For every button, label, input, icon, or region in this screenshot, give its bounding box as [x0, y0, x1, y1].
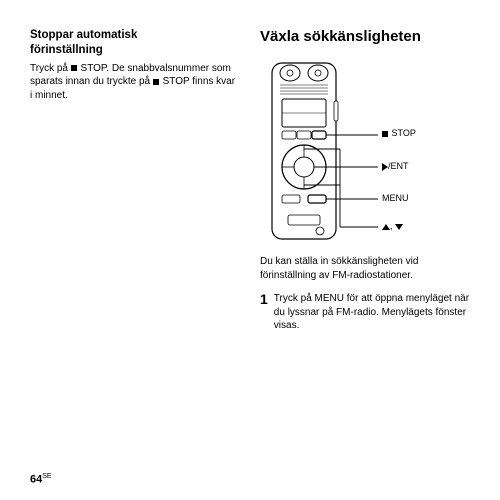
- right-paragraph: Du kan ställa in sökkänsligheten vid för…: [260, 255, 470, 282]
- stop-square-icon: [382, 131, 388, 137]
- left-heading-line2: förinställning: [30, 44, 103, 56]
- stop-square-icon: [153, 79, 159, 85]
- label-ent: /ENT: [382, 162, 409, 171]
- label-arrows: ,: [382, 222, 403, 231]
- recorder-illustration: [260, 59, 470, 249]
- page-number: 64SE: [30, 473, 52, 486]
- left-column: Stoppar automatisk förinställning Tryck …: [30, 28, 240, 333]
- left-body: Tryck på STOP. De snabbvalsnummer som sp…: [30, 62, 240, 103]
- label-stop: STOP: [382, 129, 416, 138]
- right-column: Växla sökkänsligheten: [260, 28, 470, 333]
- step-1: 1 Tryck på MENU för att öppna menyläget …: [260, 292, 470, 333]
- device-diagram: STOP /ENT MENU ,: [260, 59, 470, 249]
- left-heading-line1: Stoppar automatisk: [30, 29, 137, 41]
- stop-square-icon: [71, 65, 77, 71]
- up-triangle-icon: [382, 224, 390, 230]
- left-heading: Stoppar automatisk förinställning: [30, 28, 240, 58]
- step-text: Tryck på MENU för att öppna menyläget nä…: [274, 292, 470, 333]
- down-triangle-icon: [395, 224, 403, 230]
- step-number: 1: [260, 292, 268, 333]
- right-heading: Växla sökkänsligheten: [260, 28, 470, 45]
- label-menu: MENU: [382, 194, 409, 203]
